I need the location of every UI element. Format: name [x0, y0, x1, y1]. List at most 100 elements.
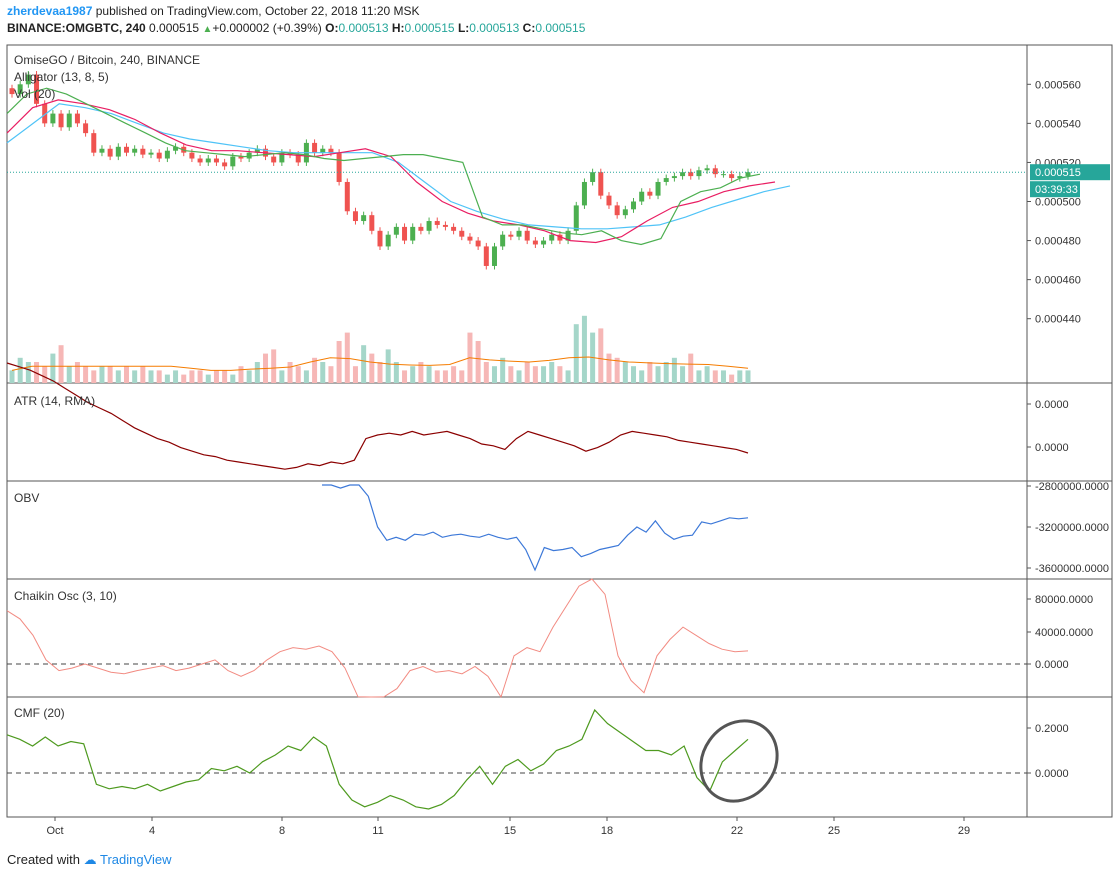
annotation-ellipse — [699, 719, 779, 803]
timer-badge: 03:39:33 — [1035, 184, 1078, 196]
candle-body — [541, 240, 547, 245]
candle-body — [50, 113, 56, 124]
candle-body — [132, 148, 138, 153]
volume-bar — [418, 362, 424, 383]
price-change: +0.000002 (+0.39%) — [212, 21, 322, 35]
candle-body — [320, 148, 326, 153]
cmf-tick-label: 0.0000 — [1035, 768, 1069, 780]
timer-badge-bg — [1030, 181, 1080, 198]
candle-body — [581, 181, 587, 206]
up-arrow-icon: ▲ — [202, 24, 213, 35]
candle-body — [402, 226, 408, 241]
username-link[interactable]: zherdevaa1987 — [7, 4, 93, 18]
volume-bar — [516, 370, 522, 383]
volume-bar — [9, 370, 15, 383]
volume-bar — [688, 353, 694, 383]
chaikin-tick-label: 40000.0000 — [1035, 627, 1093, 639]
volume-bar — [246, 370, 252, 383]
volume-bar — [344, 332, 350, 383]
candle-body — [393, 226, 399, 235]
volume-bar — [238, 366, 244, 383]
candle-body — [631, 201, 637, 210]
volume-bar — [385, 349, 391, 383]
atr-label: ATR (14, RMA) — [14, 394, 95, 408]
volume-bar — [25, 362, 31, 383]
chart-title: OmiseGO / Bitcoin, 240, BINANCE — [14, 53, 200, 67]
candle-body — [451, 226, 457, 231]
x-tick-label: 15 — [504, 825, 516, 837]
volume-bar — [352, 366, 358, 383]
chaikin-line — [6, 578, 749, 699]
candle-body — [17, 84, 23, 95]
volume-bar — [680, 366, 686, 383]
obv-tick-label: -2800000.0000 — [1035, 481, 1109, 493]
candle-body — [426, 221, 432, 231]
price-badge-bg — [1030, 164, 1110, 181]
price-tick-label: 0.000540 — [1035, 118, 1081, 130]
candle-body — [483, 246, 489, 266]
high-label: H: — [391, 21, 405, 35]
volume-bar — [148, 370, 154, 383]
candle-body — [328, 148, 334, 153]
volume-bar — [173, 370, 179, 383]
candle-body — [148, 152, 154, 155]
candle-body — [312, 142, 318, 153]
price-tick-label: 0.000500 — [1035, 197, 1081, 209]
cmf-label: CMF (20) — [14, 706, 65, 720]
volume-bar — [655, 366, 661, 383]
volume-bar — [312, 357, 318, 383]
x-tick-label: 29 — [958, 825, 970, 837]
volume-bar — [42, 366, 48, 383]
candle-body — [500, 234, 506, 247]
x-tick-label: 18 — [601, 825, 613, 837]
volume-bar — [222, 370, 228, 383]
volume-bar — [639, 370, 645, 383]
obv-tick-label: -3200000.0000 — [1035, 522, 1109, 534]
price-tick-label: 0.000480 — [1035, 236, 1081, 248]
low-value: 0.000513 — [469, 21, 520, 35]
candle-body — [532, 240, 538, 245]
volume-ma-line — [11, 356, 749, 371]
volume-bar — [720, 370, 726, 383]
candle-body — [410, 226, 416, 241]
atr-tick-label: 0.0000 — [1035, 442, 1069, 454]
volume-bar — [303, 370, 309, 383]
candle-body — [377, 230, 383, 247]
volume-bar — [729, 374, 735, 383]
x-tick-label: 4 — [149, 825, 155, 837]
cmf-tick-label: 0.2000 — [1035, 723, 1069, 735]
x-tick-label: 22 — [731, 825, 743, 837]
volume-bar — [164, 374, 170, 383]
candle-body — [712, 168, 718, 175]
candle-body — [745, 172, 751, 177]
volume-bar — [181, 374, 187, 383]
price-pane[interactable]: 0.0005600.0005400.0005200.0005000.000480… — [6, 71, 1110, 383]
candle-body — [565, 230, 571, 241]
candle-body — [66, 113, 72, 128]
candle-body — [655, 181, 661, 196]
volume-bar — [132, 370, 138, 383]
volume-bar — [631, 366, 637, 383]
candle-body — [614, 205, 620, 216]
chaikin-pane[interactable]: 80000.0000 40000.0000 0.0000 — [6, 578, 1093, 699]
cmf-pane[interactable]: 0.2000 0.0000 — [6, 706, 1069, 816]
volume-bar — [189, 370, 195, 383]
chart-frame — [6, 44, 1113, 818]
x-tick-label: Oct — [46, 825, 63, 837]
volume-bar — [500, 357, 506, 383]
volume-bar — [491, 366, 497, 383]
candle-body — [295, 154, 301, 163]
candle-body — [680, 172, 686, 177]
volume-bar — [34, 362, 40, 383]
time-axis[interactable]: Oct 4 8 11 15 18 22 25 29 — [46, 817, 970, 837]
candle-body — [385, 234, 391, 247]
candle-body — [434, 221, 440, 225]
volume-bar — [663, 362, 669, 383]
tradingview-link[interactable]: TradingView — [100, 852, 172, 867]
alligator-label: Alligator (13, 8, 5) — [14, 70, 109, 84]
obv-pane[interactable]: -2800000.0000 -3200000.0000 -3600000.0000 — [322, 481, 1109, 575]
volume-bar — [598, 328, 604, 383]
volume-bar — [50, 353, 56, 383]
atr-pane[interactable]: 0.0000 0.0000 — [6, 362, 1069, 470]
